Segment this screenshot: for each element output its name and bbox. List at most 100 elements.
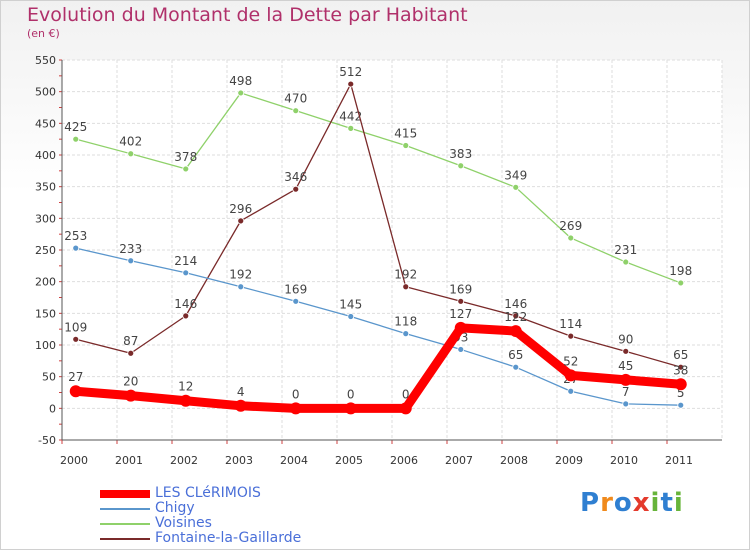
data-label-les-cl-rimois: 52 [563, 354, 578, 368]
data-point-chigy [72, 244, 80, 252]
data-label-les-cl-rimois: 0 [402, 387, 410, 401]
y-tick-label: 100 [35, 339, 56, 352]
x-tick-label: 2003 [225, 454, 253, 467]
data-point-fontaine-la-gaillarde [127, 349, 135, 357]
legend-swatch-fontaine [100, 538, 150, 540]
legend-label: Voisines [155, 515, 212, 531]
data-label-chigy: 169 [284, 282, 307, 296]
data-point-les-cl-rimois [674, 378, 687, 391]
data-point-voisines [127, 150, 135, 158]
data-label-fontaine-la-gaillarde: 87 [123, 334, 138, 348]
data-label-fontaine-la-gaillarde: 109 [64, 320, 87, 334]
data-point-chigy [622, 400, 630, 408]
data-label-voisines: 415 [394, 127, 417, 141]
data-label-les-cl-rimois: 122 [504, 310, 527, 324]
data-point-fontaine-la-gaillarde [622, 347, 630, 355]
data-label-fontaine-la-gaillarde: 65 [673, 348, 688, 362]
data-label-les-cl-rimois: 4 [237, 385, 245, 399]
data-point-chigy [347, 313, 355, 320]
data-point-voisines [72, 135, 80, 143]
line-chart: -500501001502002503003504004505005502000… [35, 54, 723, 467]
data-label-chigy: 118 [394, 315, 417, 329]
data-label-fontaine-la-gaillarde: 512 [339, 65, 362, 79]
data-point-les-cl-rimois [619, 373, 632, 386]
data-label-chigy: 145 [339, 298, 362, 312]
data-label-les-cl-rimois: 27 [68, 370, 83, 384]
data-point-fontaine-la-gaillarde [347, 80, 355, 88]
data-label-fontaine-la-gaillarde: 146 [504, 297, 527, 311]
data-point-fontaine-la-gaillarde [72, 335, 80, 343]
data-label-chigy: 233 [119, 242, 142, 256]
y-tick-label: 300 [35, 212, 56, 225]
proxiti-logo: Proxiti [580, 488, 684, 518]
x-tick-label: 2009 [555, 454, 583, 467]
x-tick-label: 2004 [280, 454, 308, 467]
data-point-les-cl-rimois [509, 325, 522, 338]
y-tick-label: 500 [35, 86, 56, 99]
logo-letter: i [673, 488, 684, 518]
data-label-fontaine-la-gaillarde: 90 [618, 332, 633, 346]
series-line-voisines [75, 92, 682, 284]
data-label-chigy: 7 [622, 385, 630, 399]
y-tick-label: 0 [49, 402, 56, 415]
legend-label: Fontaine-la-Gaillarde [155, 530, 302, 546]
data-point-fontaine-la-gaillarde [457, 297, 465, 305]
data-label-chigy: 253 [64, 229, 87, 243]
y-tick-label: 150 [35, 307, 56, 320]
data-point-les-cl-rimois [69, 385, 82, 398]
data-label-voisines: 442 [339, 109, 362, 123]
data-point-fontaine-la-gaillarde [292, 185, 300, 193]
data-point-chigy [237, 283, 245, 291]
chart-title: Evolution du Montant de la Dette par Hab… [27, 4, 468, 26]
data-point-fontaine-la-gaillarde [567, 332, 575, 340]
data-point-voisines [567, 234, 575, 242]
data-point-chigy [182, 269, 190, 277]
data-point-les-cl-rimois [399, 402, 412, 415]
chart-unit: (en €) [27, 27, 60, 40]
data-point-voisines [677, 279, 685, 287]
x-tick-label: 2010 [610, 454, 638, 467]
data-label-chigy: 65 [508, 348, 523, 362]
data-label-fontaine-la-gaillarde: 192 [394, 268, 417, 282]
logo-letter: i [650, 488, 661, 518]
data-label-voisines: 425 [64, 120, 87, 134]
data-point-fontaine-la-gaillarde [402, 283, 410, 291]
data-point-voisines [402, 142, 410, 149]
data-label-voisines: 349 [504, 168, 527, 182]
data-point-fontaine-la-gaillarde [512, 312, 520, 320]
data-point-les-cl-rimois [179, 394, 192, 407]
logo-letter: x [632, 488, 651, 518]
logo-letter: t [660, 488, 674, 518]
x-tick-label: 2000 [60, 454, 88, 467]
data-point-voisines [347, 124, 355, 132]
y-tick-label: 550 [35, 54, 56, 67]
data-point-voisines [512, 183, 520, 191]
data-point-les-cl-rimois [564, 369, 577, 382]
data-label-les-cl-rimois: 45 [618, 359, 633, 373]
data-point-voisines [622, 258, 630, 266]
data-label-les-cl-rimois: 0 [347, 387, 355, 401]
data-label-voisines: 231 [614, 243, 637, 257]
y-tick-label: 350 [35, 181, 56, 194]
data-point-fontaine-la-gaillarde [677, 363, 685, 371]
x-tick-label: 2008 [500, 454, 528, 467]
logo-letter: r [600, 488, 614, 518]
data-point-voisines [237, 89, 245, 97]
y-tick-label: 400 [35, 149, 56, 162]
data-label-voisines: 498 [229, 74, 252, 88]
data-label-voisines: 402 [119, 135, 142, 149]
legend-swatch-les-clerimois [100, 490, 150, 498]
legend-label: Chigy [155, 500, 195, 516]
y-tick-label: 50 [42, 371, 56, 384]
data-label-voisines: 198 [669, 264, 692, 278]
data-label-chigy: 214 [174, 254, 197, 268]
data-label-fontaine-la-gaillarde: 296 [229, 202, 252, 216]
data-point-chigy [512, 363, 520, 371]
data-point-chigy [567, 387, 575, 395]
data-point-les-cl-rimois [454, 321, 467, 334]
data-point-chigy [292, 297, 300, 305]
data-point-chigy [402, 330, 410, 338]
data-label-les-cl-rimois: 12 [178, 380, 193, 394]
data-label-voisines: 269 [559, 219, 582, 233]
data-point-chigy [457, 346, 465, 353]
